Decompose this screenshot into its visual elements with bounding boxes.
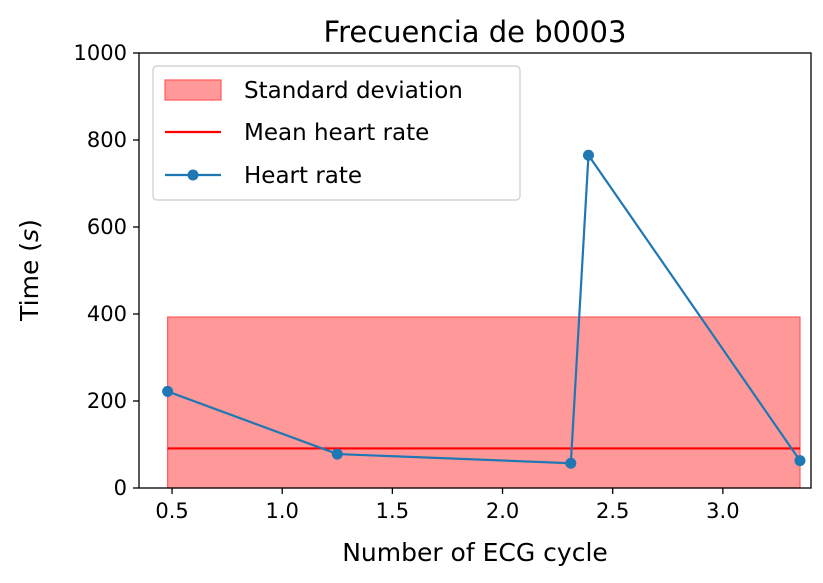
- heart-rate-point: [794, 455, 806, 467]
- y-axis-label-suffix: ): [15, 219, 44, 229]
- y-tick-label: 0: [114, 476, 127, 500]
- x-axis: 0.5 1.0 1.5 2.0 2.5 3.0: [155, 488, 740, 523]
- y-axis: 0 200 400 600 800 1000: [74, 41, 139, 500]
- legend-label: Standard deviation: [244, 78, 463, 104]
- legend: Standard deviation Mean heart rate Heart r…: [152, 65, 521, 201]
- heart-rate-point: [582, 149, 594, 161]
- legend-swatch-std-deviation: [164, 79, 222, 101]
- legend-label: Mean heart rate: [244, 120, 429, 146]
- y-tick-label: 200: [87, 389, 127, 413]
- y-tick-label: 800: [87, 128, 127, 152]
- legend-label: Heart rate: [244, 163, 362, 189]
- x-tick-label: 2.5: [596, 499, 629, 523]
- x-tick-label: 2.0: [486, 499, 519, 523]
- heart-rate-point: [331, 448, 343, 460]
- x-axis-label: Number of ECG cycle: [342, 538, 608, 567]
- heart-rate-point: [565, 457, 577, 469]
- plot-area: [162, 149, 806, 489]
- axes-frame: [138, 52, 812, 489]
- legend-box: [152, 65, 521, 201]
- heart-rate-point: [162, 385, 174, 397]
- std-deviation-band: [167, 316, 801, 489]
- y-tick-label: 1000: [74, 41, 127, 65]
- x-tick-label: 1.0: [266, 499, 299, 523]
- x-tick-label: 1.5: [376, 499, 409, 523]
- legend-marker-heart-rate: [187, 169, 199, 181]
- y-axis-label-variable: s: [15, 229, 44, 242]
- y-axis-label-prefix: Time (: [15, 242, 44, 322]
- y-tick-label: 400: [87, 302, 127, 326]
- y-tick-label: 600: [87, 215, 127, 239]
- y-axis-label: Time (s): [15, 219, 44, 322]
- chart-title: Frecuencia de b0003: [324, 15, 627, 49]
- x-tick-label: 3.0: [706, 499, 739, 523]
- x-tick-label: 0.5: [155, 499, 188, 523]
